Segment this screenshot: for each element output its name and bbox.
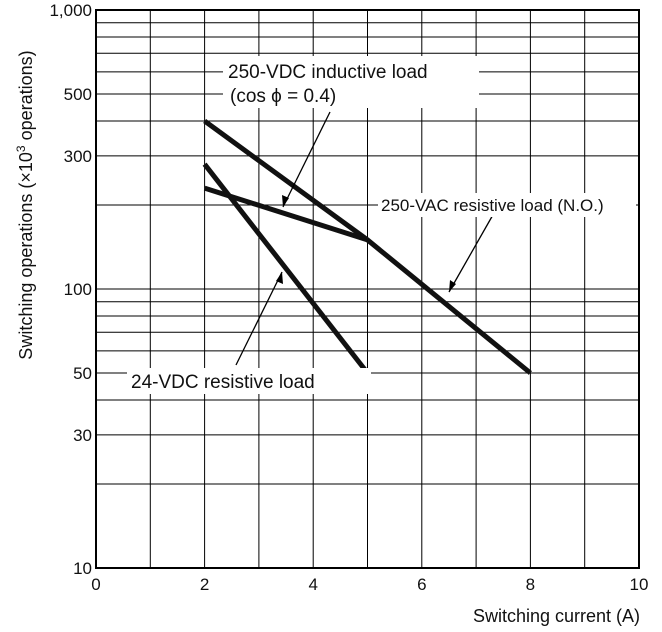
series-line-1 — [203, 118, 532, 375]
svg-text:250-VAC resistive load (N.O.): 250-VAC resistive load (N.O.) — [381, 196, 604, 215]
y-tick-label: 100 — [64, 280, 92, 299]
series-line-2 — [202, 162, 370, 375]
x-tick-label: 6 — [417, 575, 426, 594]
y-tick-label: 30 — [73, 426, 92, 445]
y-tick-label: 300 — [64, 147, 92, 166]
svg-text:250-VDC inductive load: 250-VDC inductive load — [228, 62, 428, 83]
y-tick-label: 1,000 — [49, 1, 92, 20]
annotation-250vdc-inductive: 250-VDC inductive load (cos ϕ = 0.4) — [223, 56, 479, 108]
y-tick-label: 50 — [73, 364, 92, 383]
x-tick-label: 10 — [630, 575, 649, 594]
svg-text:(cos ϕ = 0.4): (cos ϕ = 0.4) — [230, 86, 336, 107]
x-tick-labels: 0 2 4 6 8 10 — [91, 575, 648, 594]
annotation-24vdc-resistive: 24-VDC resistive load — [127, 368, 371, 394]
series-lines — [202, 118, 532, 375]
y-tick-labels: 1,000 500 300 100 50 30 10 — [49, 1, 92, 578]
svg-text:24-VDC resistive load: 24-VDC resistive load — [131, 372, 315, 393]
annotation-250vac-resistive: 250-VAC resistive load (N.O.) — [378, 193, 636, 217]
arrowhead-250vdc-inductive — [282, 195, 289, 207]
leader-24vdc-resistive — [235, 271, 283, 366]
x-tick-label: 2 — [200, 575, 209, 594]
x-tick-label: 0 — [91, 575, 100, 594]
x-tick-label: 8 — [526, 575, 535, 594]
x-tick-label: 4 — [308, 575, 317, 594]
arrowhead-250vac-resistive — [449, 280, 456, 292]
y-tick-label: 500 — [64, 85, 92, 104]
plot-frame — [95, 9, 640, 569]
leader-250vac-resistive — [448, 212, 495, 293]
arrowhead-24vdc-resistive — [276, 272, 283, 284]
y-tick-label: 10 — [73, 559, 92, 578]
y-axis-title: Switching operations (×103 operations) — [14, 50, 36, 359]
leader-250vdc-inductive — [282, 111, 331, 208]
x-axis-title: Switching current (A) — [473, 606, 640, 626]
